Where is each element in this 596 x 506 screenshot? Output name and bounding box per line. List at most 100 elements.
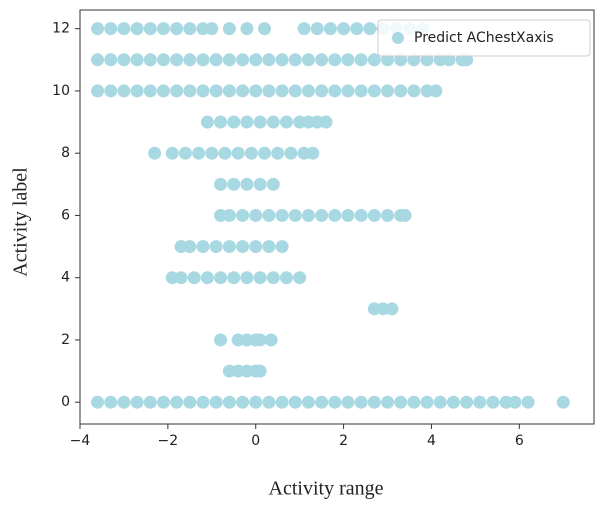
scatter-point: [249, 84, 263, 98]
scatter-point: [319, 115, 333, 129]
scatter-point: [473, 395, 487, 409]
scatter-point: [183, 395, 197, 409]
scatter-point: [275, 208, 289, 222]
legend-marker: [392, 32, 404, 44]
scatter-point: [420, 53, 434, 67]
scatter-point: [275, 53, 289, 67]
scatter-point: [240, 22, 254, 36]
scatter-point: [104, 84, 118, 98]
scatter-point: [350, 22, 364, 36]
x-tick-label: 0: [251, 433, 260, 449]
scatter-point: [442, 53, 456, 67]
scatter-point: [91, 22, 105, 36]
scatter-point: [288, 53, 302, 67]
scatter-point: [337, 22, 351, 36]
scatter-point: [130, 84, 144, 98]
y-tick-label: 12: [52, 21, 70, 37]
scatter-point: [183, 22, 197, 36]
scatter-point: [222, 53, 236, 67]
scatter-point: [328, 208, 342, 222]
scatter-point: [214, 177, 228, 191]
scatter-point: [196, 240, 210, 254]
scatter-point: [174, 271, 188, 285]
scatter-point: [231, 146, 245, 160]
scatter-point: [143, 84, 157, 98]
scatter-point: [227, 115, 241, 129]
scatter-point: [249, 395, 263, 409]
scatter-point: [367, 208, 381, 222]
scatter-point: [306, 146, 320, 160]
scatter-point: [222, 22, 236, 36]
scatter-point: [328, 395, 342, 409]
scatter-point: [381, 395, 395, 409]
scatter-point: [183, 240, 197, 254]
scatter-point: [214, 333, 228, 347]
y-tick-label: 2: [61, 332, 70, 348]
scatter-point: [91, 84, 105, 98]
scatter-point: [315, 53, 329, 67]
scatter-point: [196, 395, 210, 409]
scatter-point: [262, 84, 276, 98]
scatter-point: [222, 395, 236, 409]
scatter-point: [156, 84, 170, 98]
scatter-point: [117, 53, 131, 67]
scatter-point: [117, 395, 131, 409]
scatter-point: [258, 22, 272, 36]
scatter-point: [91, 395, 105, 409]
scatter-point: [187, 271, 201, 285]
scatter-point: [266, 177, 280, 191]
scatter-point: [394, 395, 408, 409]
scatter-point: [262, 395, 276, 409]
scatter-point: [200, 115, 214, 129]
scatter-point: [301, 395, 315, 409]
scatter-point: [218, 146, 232, 160]
scatter-point: [253, 271, 267, 285]
x-tick-label: 6: [515, 433, 524, 449]
scatter-point: [258, 146, 272, 160]
scatter-point: [341, 208, 355, 222]
x-tick-label: −2: [158, 433, 179, 449]
scatter-point: [363, 22, 377, 36]
scatter-point: [214, 115, 228, 129]
scatter-point: [240, 177, 254, 191]
scatter-point: [196, 84, 210, 98]
scatter-point: [407, 53, 421, 67]
scatter-point: [205, 146, 219, 160]
scatter-point: [279, 115, 293, 129]
scatter-point: [253, 364, 267, 378]
scatter-point: [236, 84, 250, 98]
scatter-point: [556, 395, 570, 409]
scatter-point: [209, 240, 223, 254]
scatter-point: [315, 208, 329, 222]
scatter-point: [381, 84, 395, 98]
scatter-point: [156, 395, 170, 409]
scatter-point: [367, 395, 381, 409]
scatter-point: [209, 53, 223, 67]
scatter-point: [240, 115, 254, 129]
scatter-point: [214, 271, 228, 285]
scatter-point: [117, 22, 131, 36]
scatter-point: [420, 395, 434, 409]
scatter-point: [183, 53, 197, 67]
x-tick-label: 2: [339, 433, 348, 449]
scatter-point: [200, 271, 214, 285]
scatter-point: [407, 395, 421, 409]
scatter-point: [460, 395, 474, 409]
scatter-point: [222, 84, 236, 98]
scatter-point: [301, 208, 315, 222]
scatter-point: [170, 84, 184, 98]
scatter-point: [91, 53, 105, 67]
scatter-point: [394, 53, 408, 67]
scatter-point: [381, 208, 395, 222]
scatter-point: [130, 395, 144, 409]
scatter-point: [433, 395, 447, 409]
scatter-point: [244, 146, 258, 160]
scatter-point: [143, 53, 157, 67]
scatter-point: [367, 84, 381, 98]
x-tick-label: −4: [70, 433, 91, 449]
scatter-point: [222, 240, 236, 254]
scatter-point: [192, 146, 206, 160]
scatter-point: [341, 53, 355, 67]
scatter-point: [170, 395, 184, 409]
